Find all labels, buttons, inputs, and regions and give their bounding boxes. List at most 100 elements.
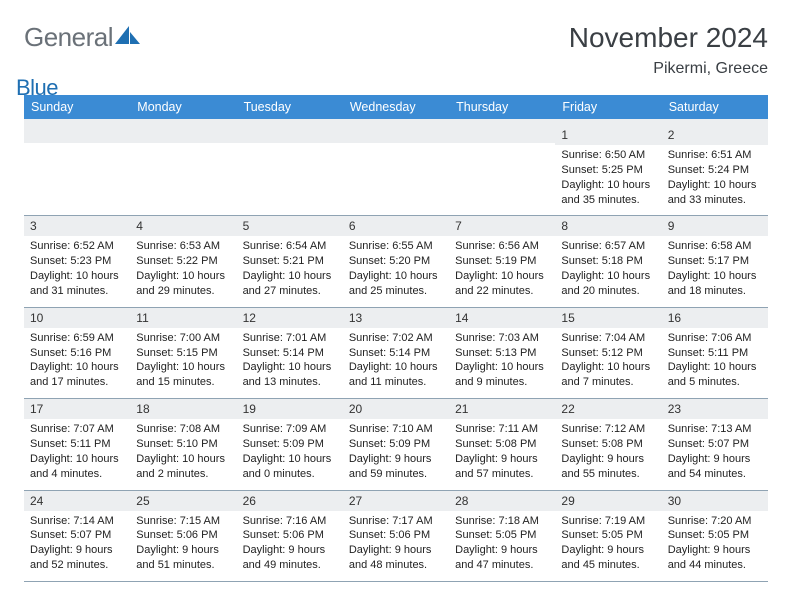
logo: General Blue <box>24 22 141 79</box>
day-number: 15 <box>555 308 661 328</box>
daylight-text: Daylight: 9 hours and 47 minutes. <box>455 543 549 573</box>
day-cell: 10Sunrise: 6:59 AMSunset: 5:16 PMDayligh… <box>24 307 130 398</box>
day-body: Sunrise: 7:09 AMSunset: 5:09 PMDaylight:… <box>237 419 343 489</box>
sunset-text: Sunset: 5:09 PM <box>349 437 443 452</box>
day-number: 23 <box>662 399 768 419</box>
day-cell: 3Sunrise: 6:52 AMSunset: 5:23 PMDaylight… <box>24 216 130 307</box>
day-cell: 30Sunrise: 7:20 AMSunset: 5:05 PMDayligh… <box>662 490 768 581</box>
day-number <box>343 125 449 143</box>
sunrise-text: Sunrise: 7:06 AM <box>668 331 762 346</box>
daylight-text: Daylight: 10 hours and 2 minutes. <box>136 452 230 482</box>
sunset-text: Sunset: 5:14 PM <box>243 346 337 361</box>
day-number <box>24 125 130 143</box>
day-body: Sunrise: 7:13 AMSunset: 5:07 PMDaylight:… <box>662 419 768 489</box>
sunrise-text: Sunrise: 7:16 AM <box>243 514 337 529</box>
day-body: Sunrise: 7:03 AMSunset: 5:13 PMDaylight:… <box>449 328 555 398</box>
sunset-text: Sunset: 5:06 PM <box>243 528 337 543</box>
daylight-text: Daylight: 10 hours and 31 minutes. <box>30 269 124 299</box>
day-body: Sunrise: 7:16 AMSunset: 5:06 PMDaylight:… <box>237 511 343 581</box>
daylight-text: Daylight: 10 hours and 27 minutes. <box>243 269 337 299</box>
day-body <box>130 143 236 201</box>
daylight-text: Daylight: 10 hours and 20 minutes. <box>561 269 655 299</box>
day-body: Sunrise: 7:06 AMSunset: 5:11 PMDaylight:… <box>662 328 768 398</box>
day-number: 30 <box>662 491 768 511</box>
day-body: Sunrise: 6:55 AMSunset: 5:20 PMDaylight:… <box>343 236 449 306</box>
daylight-text: Daylight: 10 hours and 29 minutes. <box>136 269 230 299</box>
day-number: 27 <box>343 491 449 511</box>
daylight-text: Daylight: 9 hours and 48 minutes. <box>349 543 443 573</box>
day-number: 26 <box>237 491 343 511</box>
sunset-text: Sunset: 5:07 PM <box>30 528 124 543</box>
daylight-text: Daylight: 10 hours and 7 minutes. <box>561 360 655 390</box>
day-cell: 19Sunrise: 7:09 AMSunset: 5:09 PMDayligh… <box>237 399 343 490</box>
sunset-text: Sunset: 5:11 PM <box>668 346 762 361</box>
day-body: Sunrise: 7:07 AMSunset: 5:11 PMDaylight:… <box>24 419 130 489</box>
sunset-text: Sunset: 5:17 PM <box>668 254 762 269</box>
sunrise-text: Sunrise: 7:17 AM <box>349 514 443 529</box>
sunset-text: Sunset: 5:05 PM <box>455 528 549 543</box>
day-cell: 4Sunrise: 6:53 AMSunset: 5:22 PMDaylight… <box>130 216 236 307</box>
day-cell: 27Sunrise: 7:17 AMSunset: 5:06 PMDayligh… <box>343 490 449 581</box>
calendar-page: General Blue November 2024 Pikermi, Gree… <box>0 0 792 600</box>
calendar-table: Sunday Monday Tuesday Wednesday Thursday… <box>24 95 768 582</box>
daylight-text: Daylight: 10 hours and 17 minutes. <box>30 360 124 390</box>
daylight-text: Daylight: 10 hours and 35 minutes. <box>561 178 655 208</box>
day-body: Sunrise: 6:56 AMSunset: 5:19 PMDaylight:… <box>449 236 555 306</box>
sunset-text: Sunset: 5:15 PM <box>136 346 230 361</box>
sunset-text: Sunset: 5:19 PM <box>455 254 549 269</box>
day-number: 29 <box>555 491 661 511</box>
day-cell: 29Sunrise: 7:19 AMSunset: 5:05 PMDayligh… <box>555 490 661 581</box>
day-body: Sunrise: 7:20 AMSunset: 5:05 PMDaylight:… <box>662 511 768 581</box>
day-number: 14 <box>449 308 555 328</box>
sunset-text: Sunset: 5:21 PM <box>243 254 337 269</box>
daylight-text: Daylight: 10 hours and 33 minutes. <box>668 178 762 208</box>
day-number: 1 <box>555 125 661 145</box>
day-cell: 24Sunrise: 7:14 AMSunset: 5:07 PMDayligh… <box>24 490 130 581</box>
daylight-text: Daylight: 10 hours and 18 minutes. <box>668 269 762 299</box>
day-cell: 25Sunrise: 7:15 AMSunset: 5:06 PMDayligh… <box>130 490 236 581</box>
sunrise-text: Sunrise: 7:19 AM <box>561 514 655 529</box>
day-cell <box>237 125 343 216</box>
logo-word-blue: Blue <box>16 75 133 101</box>
page-header: General Blue November 2024 Pikermi, Gree… <box>24 22 768 79</box>
daylight-text: Daylight: 10 hours and 13 minutes. <box>243 360 337 390</box>
day-number: 10 <box>24 308 130 328</box>
day-body: Sunrise: 6:54 AMSunset: 5:21 PMDaylight:… <box>237 236 343 306</box>
day-header: Monday <box>130 95 236 119</box>
day-body: Sunrise: 6:50 AMSunset: 5:25 PMDaylight:… <box>555 145 661 215</box>
sunset-text: Sunset: 5:06 PM <box>349 528 443 543</box>
day-number: 21 <box>449 399 555 419</box>
day-number <box>237 125 343 143</box>
sunrise-text: Sunrise: 7:20 AM <box>668 514 762 529</box>
daylight-text: Daylight: 10 hours and 9 minutes. <box>455 360 549 390</box>
day-body: Sunrise: 7:10 AMSunset: 5:09 PMDaylight:… <box>343 419 449 489</box>
sunrise-text: Sunrise: 7:04 AM <box>561 331 655 346</box>
day-number: 3 <box>24 216 130 236</box>
day-cell: 1Sunrise: 6:50 AMSunset: 5:25 PMDaylight… <box>555 125 661 216</box>
day-body: Sunrise: 6:52 AMSunset: 5:23 PMDaylight:… <box>24 236 130 306</box>
day-body <box>24 143 130 201</box>
day-body: Sunrise: 7:17 AMSunset: 5:06 PMDaylight:… <box>343 511 449 581</box>
day-number: 7 <box>449 216 555 236</box>
day-number: 13 <box>343 308 449 328</box>
day-body: Sunrise: 7:02 AMSunset: 5:14 PMDaylight:… <box>343 328 449 398</box>
day-body: Sunrise: 7:19 AMSunset: 5:05 PMDaylight:… <box>555 511 661 581</box>
sunrise-text: Sunrise: 7:03 AM <box>455 331 549 346</box>
day-cell: 21Sunrise: 7:11 AMSunset: 5:08 PMDayligh… <box>449 399 555 490</box>
day-number: 28 <box>449 491 555 511</box>
sunrise-text: Sunrise: 7:07 AM <box>30 422 124 437</box>
sunrise-text: Sunrise: 7:09 AM <box>243 422 337 437</box>
sunrise-text: Sunrise: 6:53 AM <box>136 239 230 254</box>
daylight-text: Daylight: 10 hours and 0 minutes. <box>243 452 337 482</box>
sunset-text: Sunset: 5:12 PM <box>561 346 655 361</box>
sunrise-text: Sunrise: 7:18 AM <box>455 514 549 529</box>
calendar-body: 1Sunrise: 6:50 AMSunset: 5:25 PMDaylight… <box>24 125 768 581</box>
week-row: 1Sunrise: 6:50 AMSunset: 5:25 PMDaylight… <box>24 125 768 216</box>
day-number: 17 <box>24 399 130 419</box>
sunset-text: Sunset: 5:05 PM <box>668 528 762 543</box>
sunrise-text: Sunrise: 7:08 AM <box>136 422 230 437</box>
day-cell <box>130 125 236 216</box>
day-number: 6 <box>343 216 449 236</box>
daylight-text: Daylight: 9 hours and 52 minutes. <box>30 543 124 573</box>
week-row: 3Sunrise: 6:52 AMSunset: 5:23 PMDaylight… <box>24 216 768 307</box>
